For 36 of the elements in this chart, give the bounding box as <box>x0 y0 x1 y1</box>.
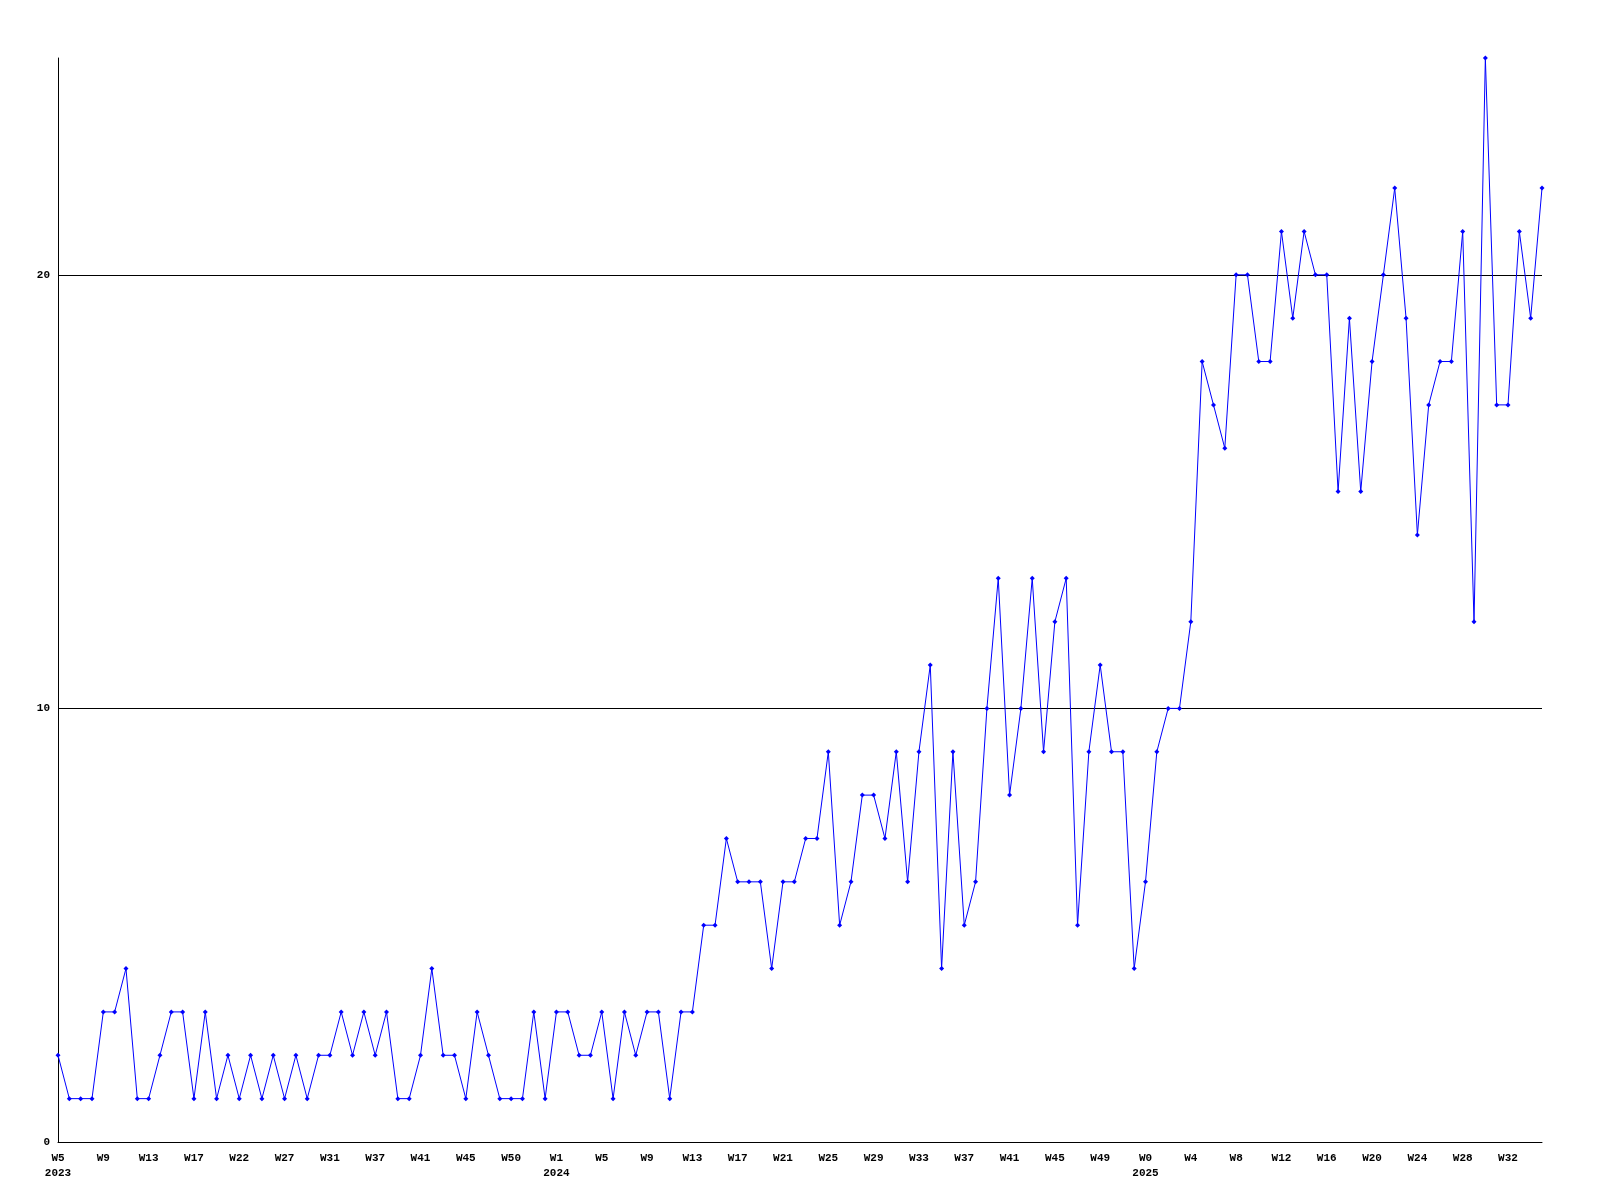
x-tick-label: W31 <box>319 1151 341 1164</box>
x-tick-label: W33 <box>909 1151 930 1164</box>
x-tick-label: W21 <box>773 1151 794 1164</box>
x-tick-label: W49 <box>1090 1151 1111 1164</box>
x-tick-label: W4 <box>1184 1151 1198 1164</box>
y-tick-label: 10 <box>36 702 50 715</box>
x-tick-label: W5 <box>595 1151 609 1164</box>
x-tick-label: W1 2024 <box>543 1151 571 1179</box>
x-tick-label: W37 <box>365 1151 386 1164</box>
x-tick-label: W16 <box>1316 1151 1337 1164</box>
y-tick-label: 0 <box>43 1136 50 1148</box>
x-tick-label: W29 <box>863 1151 884 1164</box>
x-tick-label: W8 <box>1229 1151 1244 1164</box>
x-tick-label: W41 <box>410 1151 431 1164</box>
x-tick-label: W12 <box>1271 1151 1292 1164</box>
x-tick-label: W32 <box>1498 1151 1518 1164</box>
x-tick-label: W9 <box>640 1151 654 1164</box>
x-tick-label: W37 <box>954 1151 975 1164</box>
x-tick-label: W25 <box>818 1151 839 1164</box>
x-tick-label: W22 <box>229 1151 250 1164</box>
x-tick-label: W45 <box>455 1151 477 1164</box>
x-tick-label: W45 <box>1044 1151 1066 1164</box>
x-tick-label: W13 <box>682 1151 703 1164</box>
x-tick-label: W27 <box>274 1151 295 1164</box>
x-tick-label: W9 <box>96 1151 110 1164</box>
x-tick-label: W28 <box>1452 1151 1473 1164</box>
x-tick-label: W17 <box>184 1151 204 1164</box>
x-tick-label: W13 <box>138 1151 159 1164</box>
x-tick-label: W5 2023 <box>44 1151 72 1179</box>
y-tick-label: 20 <box>36 268 50 281</box>
x-tick-label: W50 <box>501 1151 522 1164</box>
x-tick-label: W17 <box>727 1151 748 1164</box>
x-tick-label: W41 <box>999 1151 1020 1164</box>
x-tick-label: W0 2025 <box>1132 1151 1160 1179</box>
x-tick-label: W24 <box>1407 1151 1428 1164</box>
x-tick-label: W20 <box>1362 1151 1382 1164</box>
